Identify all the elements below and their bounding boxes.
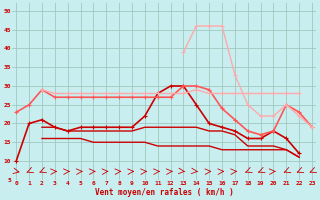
X-axis label: Vent moyen/en rafales ( km/h ): Vent moyen/en rafales ( km/h ) [95, 188, 234, 197]
